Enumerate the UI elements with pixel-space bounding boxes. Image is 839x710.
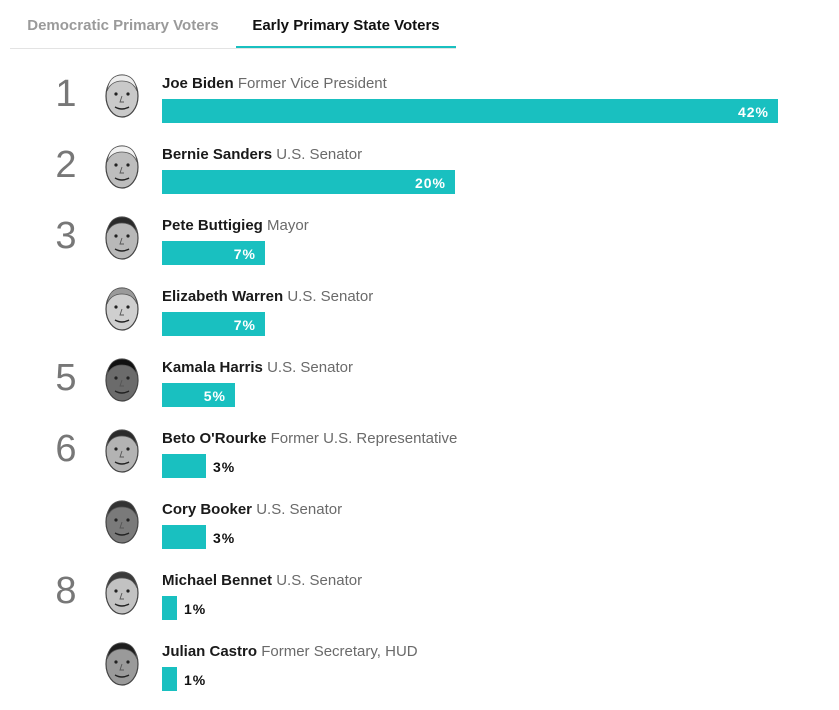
candidate-title: U.S. Senator [276, 146, 363, 163]
candidate-row: 1 Joe Biden Former Vice President 42% [0, 71, 839, 142]
bar [162, 454, 206, 478]
candidate-title: Former Vice President [237, 75, 387, 92]
bar [162, 312, 265, 336]
data-label: 7% [233, 317, 256, 333]
candidate-row: Julian Castro Former Secretary, HUD 1% [0, 639, 839, 710]
data-label: 20% [414, 175, 446, 191]
data-label: 7% [233, 246, 256, 262]
beto-orourke-portrait-icon [105, 429, 139, 473]
candidate-label: Pete Buttigieg Mayor [162, 217, 309, 234]
candidate-name: Beto O'Rourke [162, 430, 267, 447]
bar [162, 241, 265, 265]
bar [162, 99, 778, 123]
candidate-title: U.S. Senator [267, 359, 353, 376]
rank-number: 3 [55, 215, 77, 257]
candidate-label: Cory Booker U.S. Senator [162, 501, 342, 518]
candidate-label: Michael Bennet U.S. Senator [162, 572, 362, 589]
candidate-row: 3 Pete Buttigieg Mayor 7% [0, 213, 839, 284]
candidate-row: 2 Bernie Sanders U.S. Senator 20% [0, 142, 839, 213]
joe-biden-portrait-icon [105, 74, 139, 118]
candidate-row: Cory Booker U.S. Senator 3% [0, 497, 839, 568]
data-label: 1% [184, 601, 207, 617]
bar [162, 525, 206, 549]
candidate-title: U.S. Senator [276, 572, 363, 589]
candidate-row: 8 Michael Bennet U.S. Senator 1% [0, 568, 839, 639]
cory-booker-portrait-icon [105, 500, 139, 544]
candidate-name: Bernie Sanders [162, 146, 273, 163]
data-label: 3% [213, 530, 236, 546]
data-label: 5% [203, 388, 226, 404]
candidate-name: Julian Castro [162, 643, 258, 660]
candidate-name: Kamala Harris [162, 359, 263, 376]
data-label: 42% [737, 104, 769, 120]
candidate-label: Bernie Sanders U.S. Senator [162, 146, 362, 163]
candidate-name: Cory Booker [162, 501, 253, 518]
candidate-name: Pete Buttigieg [162, 217, 263, 234]
bar [162, 170, 455, 194]
candidate-title: U.S. Senator [256, 501, 343, 518]
rank-number: 6 [55, 428, 77, 470]
candidate-name: Michael Bennet [162, 572, 273, 589]
kamala-harris-portrait-icon [105, 358, 139, 402]
candidate-title: Former U.S. Representative [270, 430, 458, 447]
candidate-row: 5 Kamala Harris U.S. Senator 5% [0, 355, 839, 426]
candidate-label: Beto O'Rourke Former U.S. Representative [162, 430, 457, 447]
candidate-title: Mayor [267, 217, 309, 234]
pete-buttigieg-portrait-icon [105, 216, 139, 260]
bar [162, 667, 177, 691]
rank-number: 5 [55, 357, 77, 399]
tab-democratic-primary-voters[interactable]: Democratic Primary Voters [27, 17, 219, 34]
candidate-label: Elizabeth Warren U.S. Senator [162, 288, 373, 305]
bar [162, 596, 177, 620]
data-label: 3% [213, 459, 236, 475]
tab-early-primary-state-voters[interactable]: Early Primary State Voters [236, 0, 456, 48]
candidate-title: Former Secretary, HUD [261, 643, 418, 660]
data-label: 1% [184, 672, 207, 688]
candidate-label: Kamala Harris U.S. Senator [162, 359, 353, 376]
michael-bennet-portrait-icon [105, 571, 139, 615]
candidate-name: Elizabeth Warren [162, 288, 284, 305]
rank-number: 1 [55, 73, 77, 115]
candidate-title: U.S. Senator [287, 288, 374, 305]
candidate-row: 6 Beto O'Rourke Former U.S. Representativ… [0, 426, 839, 497]
candidate-label: Julian Castro Former Secretary, HUD [162, 643, 418, 660]
elizabeth-warren-portrait-icon [105, 287, 139, 331]
bar [162, 383, 235, 407]
rank-number: 8 [55, 570, 77, 612]
candidate-row: Elizabeth Warren U.S. Senator 7% [0, 284, 839, 355]
candidate-name: Joe Biden [162, 75, 234, 92]
julian-castro-portrait-icon [105, 642, 139, 686]
candidate-label: Joe Biden Former Vice President [162, 75, 387, 92]
tab-bar: Democratic Primary Voters Early Primary … [10, 0, 456, 49]
bernie-sanders-portrait-icon [105, 145, 139, 189]
rank-number: 2 [55, 144, 77, 186]
